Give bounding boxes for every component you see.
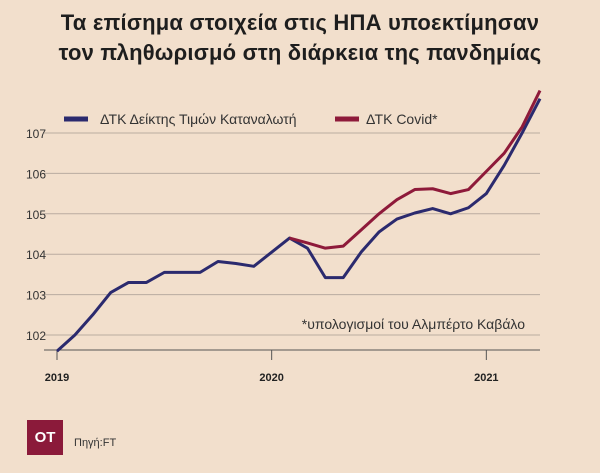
y-tick-label: 106: [26, 167, 46, 181]
line-chart: 102 103 104 105 106 107 2019 2020 2021 ΔΤΚ Δείκτη…: [26, 89, 542, 384]
chart-annotation: *υπολογισμοί του Αλμπέρτο Καβάλο: [302, 316, 525, 332]
legend-label-covid: ΔΤΚ Covid*: [366, 111, 438, 127]
y-tick-label: 103: [26, 289, 46, 303]
series-line-cpi: [55, 97, 542, 353]
chart-title-line-1: Τα επίσημα στοιχεία στις ΗΠΑ υποεκτίμησα…: [60, 10, 540, 35]
x-tick-label: 2019: [45, 372, 69, 384]
x-tick-label: 2021: [474, 372, 498, 384]
y-tick-label: 104: [26, 248, 46, 262]
x-tick-label: 2020: [259, 372, 283, 384]
ot-logo: OT: [27, 420, 63, 455]
y-tick-label: 105: [26, 208, 46, 222]
y-tick-label: 102: [26, 329, 46, 343]
series-line-covid: [289, 89, 542, 250]
chart-title-line-2: τον πληθωρισμό στη διάρκεια της πανδημία…: [58, 40, 542, 65]
y-tick-label: 107: [26, 127, 46, 141]
source-text: Πηγή:FT: [74, 437, 117, 449]
legend-label-cpi: ΔΤΚ Δείκτης Τιμών Καταναλωτή: [100, 111, 297, 127]
